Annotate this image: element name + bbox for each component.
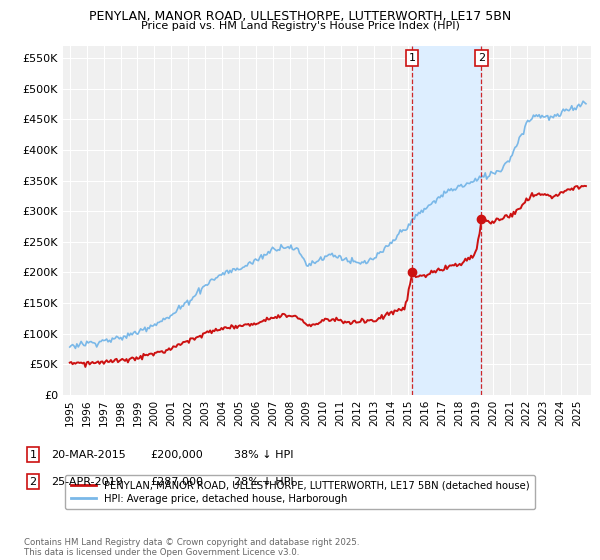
Text: 1: 1 [409, 53, 415, 63]
Bar [412, 46, 481, 395]
Text: Contains HM Land Registry data © Crown copyright and database right 2025.
This d: Contains HM Land Registry data © Crown c… [24, 538, 359, 557]
Text: 38% ↓ HPI: 38% ↓ HPI [234, 450, 293, 460]
Text: 28% ↓ HPI: 28% ↓ HPI [234, 477, 293, 487]
Text: 2: 2 [29, 477, 37, 487]
Text: 2: 2 [478, 53, 485, 63]
Text: 1: 1 [29, 450, 37, 460]
Text: £287,000: £287,000 [150, 477, 203, 487]
Text: £200,000: £200,000 [150, 450, 203, 460]
Text: PENYLAN, MANOR ROAD, ULLESTHORPE, LUTTERWORTH, LE17 5BN: PENYLAN, MANOR ROAD, ULLESTHORPE, LUTTER… [89, 10, 511, 23]
Text: Price paid vs. HM Land Registry's House Price Index (HPI): Price paid vs. HM Land Registry's House … [140, 21, 460, 31]
Legend: PENYLAN, MANOR ROAD, ULLESTHORPE, LUTTERWORTH, LE17 5BN (detached house), HPI: A: PENYLAN, MANOR ROAD, ULLESTHORPE, LUTTER… [65, 475, 535, 509]
Text: 20-MAR-2015: 20-MAR-2015 [51, 450, 126, 460]
Text: 25-APR-2019: 25-APR-2019 [51, 477, 123, 487]
